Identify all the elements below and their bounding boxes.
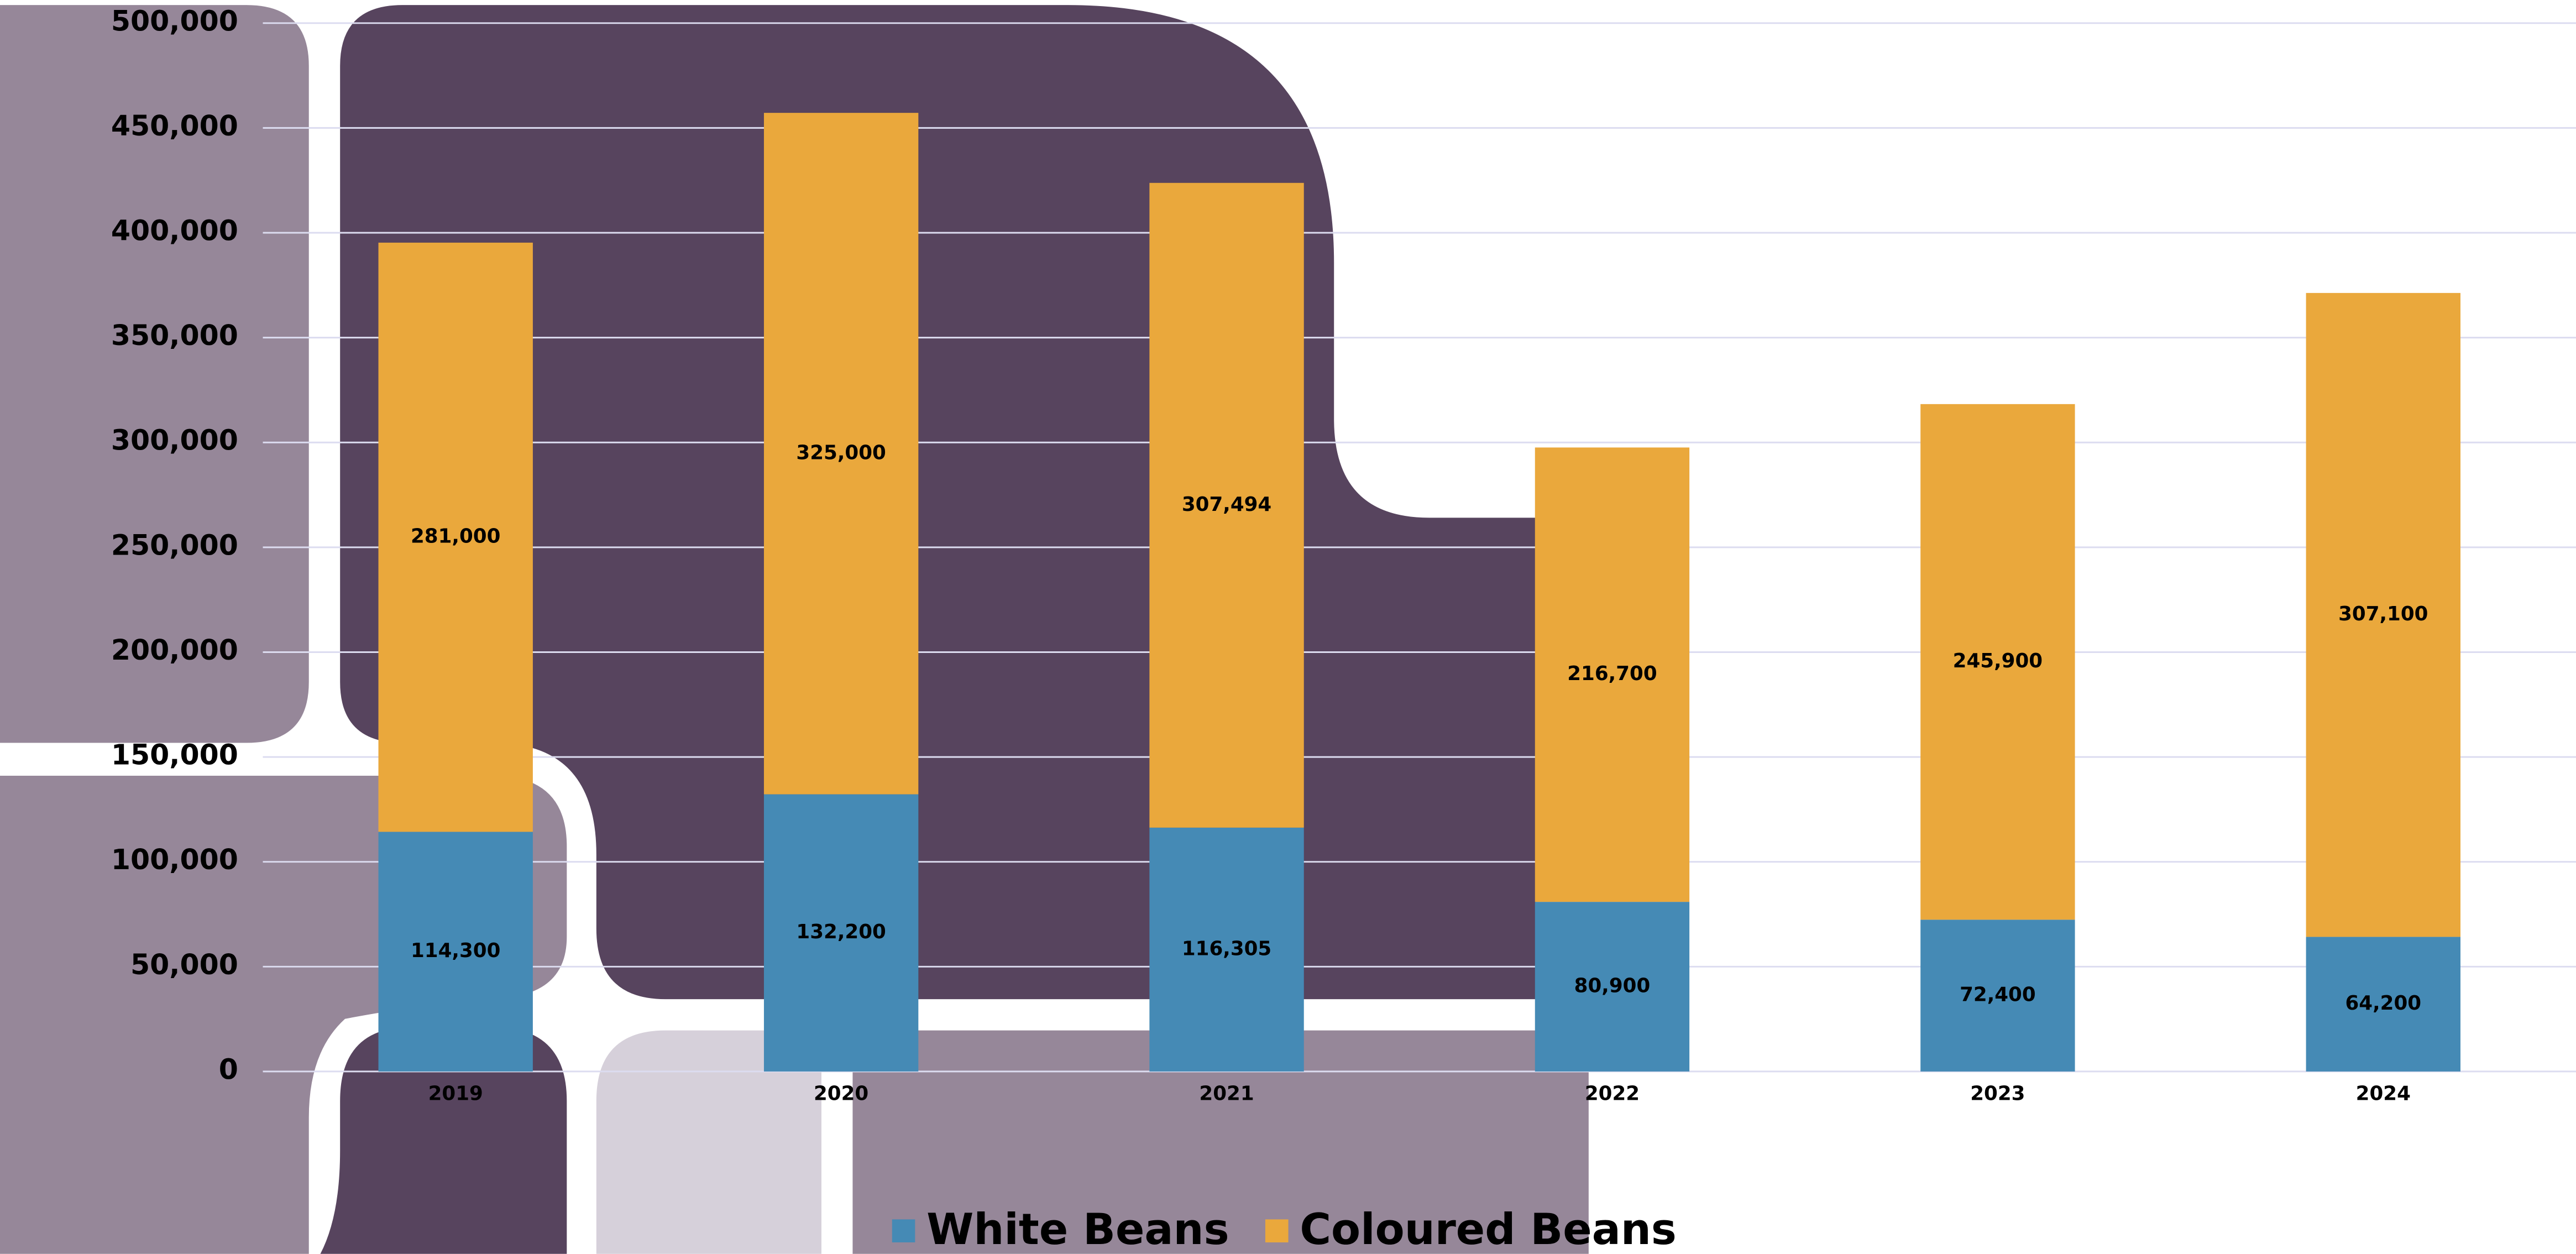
bar-segment bbox=[1149, 182, 1304, 828]
y-tick-label: 450,000 bbox=[111, 109, 238, 142]
bar-segment bbox=[378, 242, 533, 832]
legend-swatch bbox=[892, 1219, 915, 1242]
y-tick-label: 500,000 bbox=[111, 4, 238, 37]
bar-segment bbox=[1535, 447, 1690, 902]
y-tick-label: 100,000 bbox=[111, 843, 238, 876]
bar-segment bbox=[1149, 827, 1304, 1072]
x-tick-label: 2021 bbox=[1199, 1083, 1254, 1105]
bar-segment bbox=[1920, 404, 2075, 920]
bg-shape bbox=[320, 1027, 567, 1254]
x-tick-label: 2022 bbox=[1585, 1083, 1640, 1105]
value-label: 281,000 bbox=[411, 525, 500, 548]
bg-shape bbox=[596, 1030, 821, 1254]
y-tick-label: 150,000 bbox=[111, 739, 238, 771]
value-label: 216,700 bbox=[1567, 662, 1657, 685]
value-label: 116,305 bbox=[1182, 937, 1271, 960]
bg-shape bbox=[852, 1030, 1589, 1254]
bar-segment bbox=[2306, 937, 2460, 1072]
value-label: 72,400 bbox=[1960, 984, 2036, 1006]
legend-swatch bbox=[1265, 1219, 1289, 1242]
bar-segment bbox=[763, 794, 919, 1072]
legend: White Beans Coloured Beans bbox=[892, 1205, 1677, 1254]
y-tick-label: 400,000 bbox=[111, 215, 238, 247]
y-tick-label: 200,000 bbox=[111, 634, 238, 666]
bar-segment bbox=[763, 113, 919, 795]
value-label: 325,000 bbox=[796, 441, 886, 464]
x-tick-label: 2024 bbox=[2356, 1083, 2411, 1105]
x-tick-label: 2019 bbox=[428, 1083, 483, 1105]
legend-label: White Beans bbox=[926, 1205, 1229, 1254]
x-tick-label: 2020 bbox=[814, 1083, 868, 1105]
y-tick-label: 50,000 bbox=[130, 948, 238, 981]
value-label: 114,300 bbox=[411, 939, 500, 962]
x-tick-label: 2023 bbox=[1970, 1083, 2025, 1105]
y-tick-label: 300,000 bbox=[111, 424, 238, 457]
value-label: 64,200 bbox=[2345, 992, 2421, 1015]
bar-segment bbox=[1535, 902, 1690, 1072]
bar-segment bbox=[2306, 292, 2460, 937]
legend-label: Coloured Beans bbox=[1300, 1205, 1677, 1254]
value-label: 307,100 bbox=[2338, 603, 2428, 625]
y-tick-label: 250,000 bbox=[111, 529, 238, 561]
value-label: 132,200 bbox=[796, 921, 886, 943]
value-label: 80,900 bbox=[1574, 975, 1651, 997]
bar-segment bbox=[1920, 919, 2075, 1072]
bar-segment bbox=[378, 832, 533, 1072]
value-label: 245,900 bbox=[1953, 650, 2043, 672]
y-tick-label: 0 bbox=[219, 1053, 238, 1085]
value-label: 307,494 bbox=[1182, 493, 1271, 516]
bg-shape bbox=[0, 5, 309, 743]
y-tick-label: 350,000 bbox=[111, 319, 238, 352]
